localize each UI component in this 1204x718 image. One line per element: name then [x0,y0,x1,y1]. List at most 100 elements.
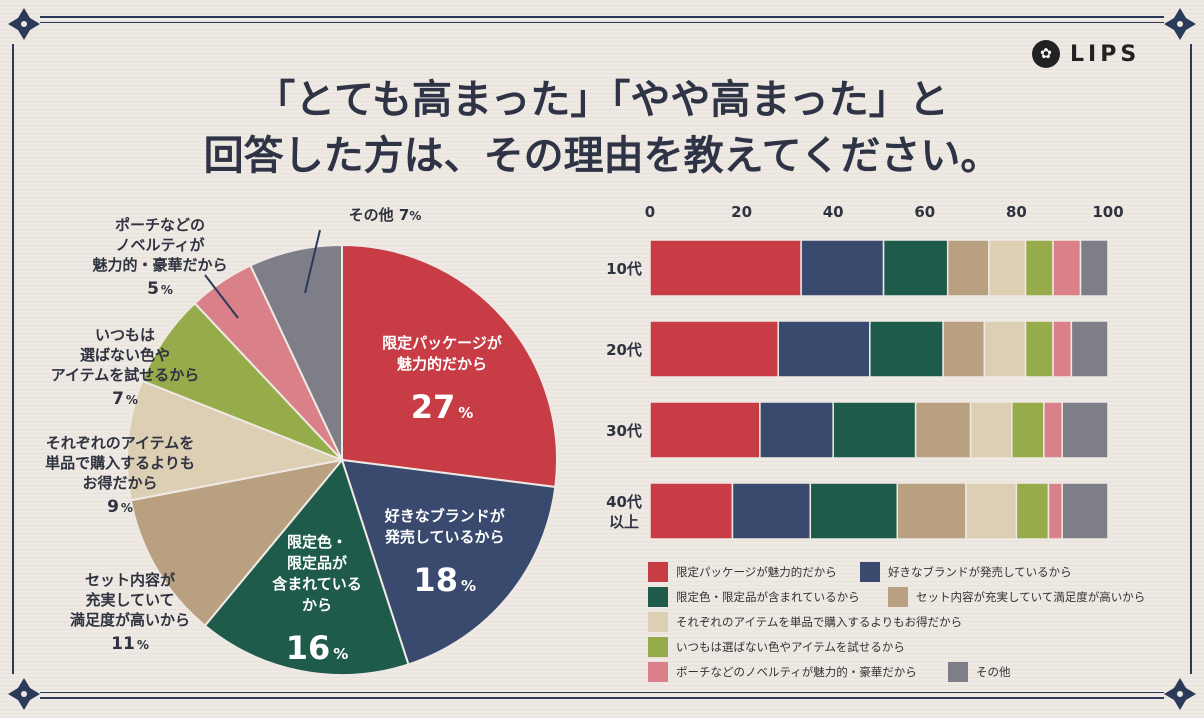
legend-swatch [648,562,668,582]
leader-line-other [304,229,321,294]
bar-segment-limited_package [649,482,734,540]
svg-text:10代: 10代 [606,260,642,278]
bar-segment-set_contents [896,482,967,540]
bar-segment-colors_items [1024,239,1054,297]
bar-segment-other [1061,401,1109,459]
bar-segment-limited_color [882,239,949,297]
legend-item-colors_items: いつもは選ばない色やアイテムを試せるから [648,637,905,657]
bar-segment-limited_color [869,320,944,378]
svg-text:充実していて: 充実していて [85,591,174,609]
legend-swatch [948,662,968,682]
category-label: 20代 [606,341,642,359]
svg-text:20代: 20代 [606,341,642,359]
svg-text:その他 7%: その他 7% [349,206,422,224]
legend-swatch [860,562,880,582]
svg-text:ポーチなどの: ポーチなどの [115,216,205,234]
svg-text:40代: 40代 [606,493,642,511]
pie-slice-set_contents [129,458,345,628]
bar-segment-colors_items [1015,482,1050,540]
legend-label: セット内容が充実していて満足度が高いから [916,590,1146,604]
bar-segment-set_contents [946,239,990,297]
rabbit-logo-icon: ✿ [1032,40,1060,68]
legend-item-set_contents: セット内容が充実していて満足度が高いから [888,587,1145,607]
bar-segment-single_items [965,482,1018,540]
legend-label: ポーチなどのノベルティが魅力的・豪華だから [676,665,917,679]
legend-label: 限定パッケージが魅力的だから [676,565,837,579]
legend-item-limited_color: 限定色・限定品が含まれているから [648,587,860,607]
pie-slice-single_items [126,379,346,502]
svg-text:いつもは: いつもは [95,326,155,344]
x-tick-label: 100 [1092,203,1123,221]
legend-item-single_items: それぞれのアイテムを単品で購入するよりもお得だから [648,612,962,632]
svg-text:含まれている: 含まれている [272,575,362,593]
svg-text:発売しているから: 発売しているから [384,528,505,546]
svg-text:好きなブランドが: 好きなブランドが [384,507,506,525]
page-title: 「とても高まった」「やや高まった」と 回答した方は、その理由を教えてください。 [0,72,1204,184]
pie-slice-favorite_brand [340,458,557,666]
svg-text:選ばない色や: 選ばない色や [80,346,170,364]
bar-segment-other [1061,482,1109,540]
legend-swatch [648,612,668,632]
pie-slice-limited_color [203,457,410,676]
pie-label-single_items: それぞれのアイテムを単品で購入するよりもお得だから 9% [45,434,195,517]
bar-segment-colors_items [1024,320,1054,378]
x-tick-label: 80 [1006,203,1027,221]
legend-item-favorite_brand: 好きなブランドが発売しているから [860,562,1072,582]
bar-segment-novelty [1043,401,1063,459]
svg-text:それぞれのアイテムを: それぞれのアイテムを [46,434,195,452]
category-label: 30代 [606,422,642,440]
bar-segment-favorite_brand [777,320,871,378]
frame-top-line [40,16,1164,18]
title-line-2: 回答した方は、その理由を教えてください。 [203,133,1001,179]
svg-text:11%: 11% [111,634,149,654]
svg-text:限定品が: 限定品が [287,554,348,572]
bar-segment-novelty [1047,482,1063,540]
svg-text:魅力的・豪華だから: 魅力的・豪華だから [92,256,227,274]
frame-top-line-inner [40,22,1164,23]
bar-segment-set_contents [914,401,972,459]
bar-segment-favorite_brand [731,482,812,540]
bar-segment-limited_package [649,239,802,297]
corner-ornament-top-left-icon [8,8,40,40]
legend-swatch [648,662,668,682]
x-tick-label: 20 [731,203,752,221]
svg-text:セット内容が: セット内容が [85,571,176,589]
bar-segment-limited_color [832,401,917,459]
pie-slice-limited_package [341,243,558,489]
legend-item-novelty: ポーチなどのノベルティが魅力的・豪華だから [648,662,917,682]
frame-left-line [12,44,14,674]
svg-text:単品で購入するよりも: 単品で購入するよりも [45,454,195,472]
bar-segment-single_items [983,320,1027,378]
corner-ornament-bottom-right-icon [1164,678,1196,710]
pie-label-other: その他 7% [349,206,422,224]
bar-segment-favorite_brand [800,239,885,297]
svg-text:7%: 7% [112,389,138,409]
bar-segment-favorite_brand [759,401,834,459]
legend-swatch [888,587,908,607]
legend-label: その他 [976,665,1011,679]
bar-segment-other [1079,239,1109,297]
svg-text:9%: 9% [107,497,133,517]
svg-text:お得だから: お得だから [82,474,157,492]
bar-segment-other [1070,320,1109,378]
bar-segment-limited_package [649,401,761,459]
legend-swatch [648,637,668,657]
pie-label-colors_items: いつもは選ばない色やアイテムを試せるから 7% [51,326,200,409]
corner-ornament-top-right-icon [1164,8,1196,40]
pie-label-limited_color: 限定色・限定品が含まれているから 16% [272,533,362,667]
legend-swatch [648,587,668,607]
pie-label-set_contents: セット内容が充実していて満足度が高いから 11% [70,571,190,654]
frame-bottom-line [40,697,1164,699]
svg-text:から: から [302,596,332,614]
bar-segment-limited_color [809,482,899,540]
bar-segment-single_items [988,239,1027,297]
svg-text:魅力的だから: 魅力的だから [397,355,487,373]
bar-segment-novelty [1052,320,1073,378]
svg-text:限定パッケージが: 限定パッケージが [382,334,503,352]
x-tick-label: 60 [914,203,935,221]
svg-text:5%: 5% [147,279,173,299]
frame-bottom-line-inner [40,692,1164,693]
